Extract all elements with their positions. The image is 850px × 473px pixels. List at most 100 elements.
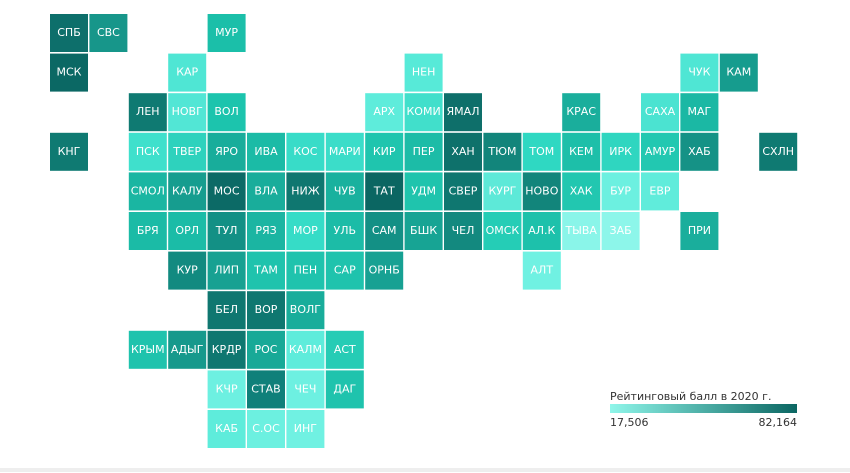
region-tile [522, 212, 561, 250]
region-label: КЕМ [569, 145, 593, 158]
region-tile [404, 212, 443, 250]
region-label: АДЫГ [171, 343, 204, 356]
region-label: УДМ [411, 184, 436, 197]
region-label: ВОЛ [214, 105, 238, 118]
region-tile [207, 251, 246, 290]
region-tile [50, 14, 88, 52]
region-tile [168, 172, 207, 211]
region-tile [247, 212, 285, 250]
region-tile [680, 132, 719, 171]
region-label: ПЕН [294, 264, 318, 277]
region-label: НЕН [412, 66, 436, 79]
region-label: МСК [57, 66, 82, 79]
region-tile [168, 212, 207, 250]
region-label: КУРГ [488, 184, 516, 197]
region-label: ТАТ [373, 184, 395, 197]
region-label: ИНГ [294, 422, 318, 435]
region-tile [168, 330, 207, 369]
region-tile [286, 172, 325, 211]
region-tile [562, 212, 601, 250]
region-label: РЯЗ [255, 224, 276, 237]
region-tile [404, 93, 443, 132]
region-tile [325, 212, 364, 250]
region-label: КИР [373, 145, 396, 158]
region-label: ОМСК [486, 224, 520, 237]
region-label: ПЕР [413, 145, 435, 158]
region-tile [522, 132, 561, 171]
region-tile [562, 172, 601, 211]
region-label: КАМ [726, 66, 751, 79]
region-label: ТЫВА [564, 224, 597, 237]
region-tile [168, 53, 207, 92]
region-label: СХЛН [762, 145, 794, 158]
region-tile [759, 132, 798, 171]
region-tile [207, 212, 246, 250]
region-tile [89, 14, 128, 52]
region-tile [247, 370, 285, 409]
legend-gradient [610, 404, 797, 413]
region-label: МАГ [688, 105, 712, 118]
region-tile [207, 93, 246, 132]
region-tile [325, 370, 364, 409]
region-label: РОС [255, 343, 278, 356]
region-tile [325, 172, 364, 211]
region-tile [680, 53, 719, 92]
region-label: ВОЛГ [290, 303, 321, 316]
region-label: АЛ.К [528, 224, 555, 237]
region-tile [286, 212, 325, 250]
region-tile [601, 212, 640, 250]
region-tile [365, 251, 404, 290]
region-label: ВОР [255, 303, 278, 316]
region-label: КАЛУ [172, 184, 203, 197]
region-tile [286, 132, 325, 171]
legend-title: Рейтинговый балл в 2020 г. [610, 390, 771, 403]
region-label: КРАС [566, 105, 596, 118]
region-label: БШК [410, 224, 437, 237]
region-label: ПСК [136, 145, 160, 158]
region-label: ТОМ [528, 145, 554, 158]
region-label: КЧР [216, 382, 238, 395]
region-label: КАБ [215, 422, 238, 435]
region-label: БУР [610, 184, 631, 197]
region-label: МОР [293, 224, 318, 237]
region-tile [286, 370, 325, 409]
region-tile [286, 291, 325, 330]
region-label: ЗАБ [610, 224, 632, 237]
region-label: ПРИ [688, 224, 711, 237]
region-tile [247, 251, 285, 290]
region-label: ЧЕЛ [452, 224, 475, 237]
region-tile [641, 132, 679, 171]
region-tile [325, 251, 364, 290]
region-label: СПБ [57, 26, 81, 39]
region-label: НИЖ [291, 184, 320, 197]
region-label: СМОЛ [131, 184, 165, 197]
region-label: АМУР [645, 145, 676, 158]
region-label: ОРЛ [175, 224, 199, 237]
region-tile [128, 132, 167, 171]
region-tile [483, 132, 522, 171]
region-tile [641, 93, 679, 132]
region-label: АЛТ [531, 264, 554, 277]
region-tile [365, 172, 404, 211]
region-label: ЯМАЛ [447, 105, 480, 118]
region-tile [601, 132, 640, 171]
region-label: ОРНБ [369, 264, 400, 277]
region-tile [444, 93, 482, 132]
region-tile [365, 132, 404, 171]
region-label: ЧУВ [334, 184, 356, 197]
region-tile [207, 14, 246, 52]
region-tile [562, 132, 601, 171]
region-label: БРЯ [137, 224, 159, 237]
legend-max: 82,164 [759, 416, 798, 429]
region-tile [207, 330, 246, 369]
region-label: АСТ [334, 343, 356, 356]
region-tile [562, 93, 601, 132]
region-tile [444, 212, 482, 250]
region-tile [168, 251, 207, 290]
region-label: ЛЕН [136, 105, 160, 118]
region-tile [719, 53, 758, 92]
region-tile [247, 132, 285, 171]
region-label: АРХ [373, 105, 395, 118]
region-label: СВЕР [449, 184, 478, 197]
region-tile [168, 93, 207, 132]
